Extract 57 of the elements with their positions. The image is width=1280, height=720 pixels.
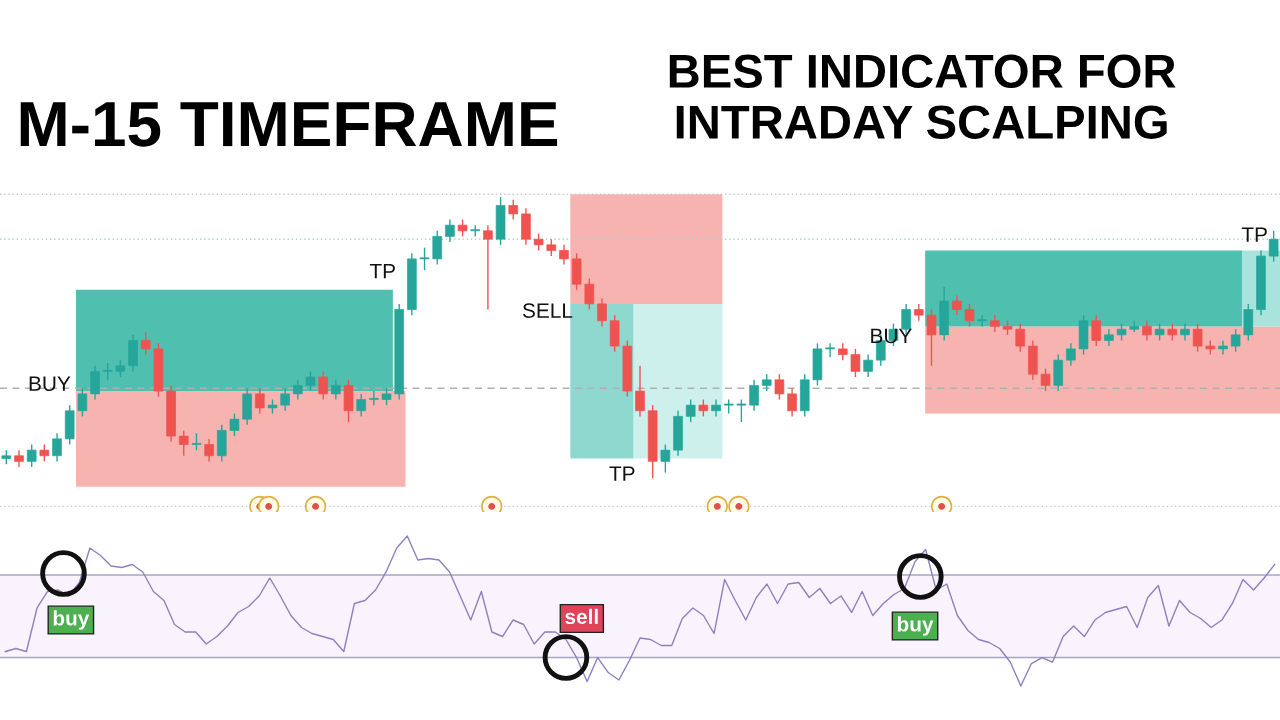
- candlestick: [1066, 342, 1076, 367]
- candlestick: [280, 387, 290, 412]
- candlestick: [90, 365, 100, 401]
- annotation: TP: [609, 466, 635, 481]
- candlestick: [52, 432, 62, 463]
- candlestick: [685, 398, 696, 423]
- candlestick: [178, 429, 189, 457]
- candlestick: [255, 387, 265, 415]
- chart-subtitle: BEST INDICATOR FOR INTRADAY SCALPING: [669, 54, 1176, 139]
- annotation: SELL: [522, 303, 573, 318]
- candlestick: [356, 393, 366, 418]
- candlestick: [483, 224, 493, 311]
- candlestick: [331, 379, 341, 401]
- candlestick: [293, 379, 303, 401]
- candlestick: [318, 370, 328, 401]
- candlestick: [597, 297, 607, 328]
- candlestick: [774, 373, 785, 401]
- candlestick: [977, 314, 987, 328]
- annotation: buy: [897, 616, 934, 636]
- candlestick: [1218, 339, 1228, 356]
- candlestick: [77, 387, 88, 418]
- annotation: TP: [369, 264, 395, 279]
- candlestick: [787, 387, 797, 418]
- candlestick: [736, 398, 747, 423]
- candlestick: [952, 294, 962, 316]
- candlestick: [1142, 320, 1152, 342]
- candlestick: [26, 443, 37, 468]
- candlestick: [508, 199, 519, 221]
- candlestick: [1192, 322, 1203, 353]
- candlestick: [926, 308, 937, 367]
- candlestick: [584, 277, 595, 311]
- chart-title: M-15 TIMEFRAME: [20, 102, 558, 147]
- annotation: TP: [1241, 227, 1267, 242]
- candlestick: [559, 244, 569, 266]
- candlestick: [140, 331, 151, 356]
- candlestick: [1015, 322, 1025, 353]
- candlestick: [1268, 230, 1279, 263]
- candlestick: [419, 246, 430, 271]
- candlestick: [432, 230, 443, 266]
- candlestick: [1040, 367, 1051, 392]
- candlestick: [229, 412, 240, 437]
- candlestick: [369, 390, 379, 406]
- candlestick: [445, 218, 455, 243]
- candlestick: [964, 303, 975, 328]
- candlestick: [749, 379, 759, 412]
- candlestick: [660, 443, 671, 474]
- candlestick: [863, 353, 873, 378]
- annotation: BUY: [29, 376, 71, 392]
- candlestick: [850, 348, 861, 378]
- candlestick: [305, 370, 316, 392]
- annotation: buy: [53, 610, 90, 630]
- candlestick: [1230, 328, 1241, 353]
- candlestick: [1091, 314, 1102, 347]
- candlestick: [825, 342, 835, 359]
- candlestick: [635, 365, 645, 418]
- annotation: sell: [565, 608, 598, 625]
- candlestick: [204, 438, 214, 463]
